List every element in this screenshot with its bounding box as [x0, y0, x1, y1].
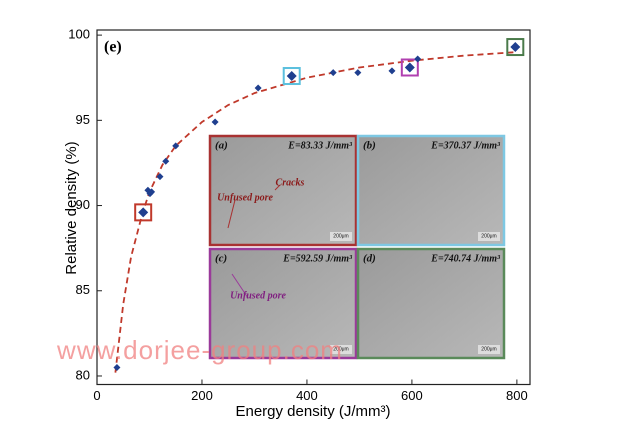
y-tick-label: 95: [76, 112, 90, 127]
x-axis-label: Energy density (J/mm³): [235, 403, 390, 420]
data-point: [388, 67, 396, 75]
inset-image: [208, 134, 358, 247]
data-point: [172, 142, 180, 150]
inset-annotation: Cracks: [276, 177, 305, 188]
x-tick-label: 0: [93, 388, 100, 403]
scale-bar-label: 200μm: [333, 233, 348, 239]
highlight-box: [134, 203, 153, 222]
x-tick-label: 600: [401, 388, 423, 403]
scale-bar-label: 200μm: [481, 233, 496, 239]
y-tick-label: 100: [68, 27, 90, 42]
data-point: [414, 55, 422, 63]
highlight-box: [282, 67, 301, 86]
x-tick-label: 400: [296, 388, 318, 403]
inset-energy: E=83.33 J/mm³: [287, 140, 353, 151]
inset-annotation: Unfused pore: [217, 192, 273, 203]
inset-energy: E=370.37 J/mm³: [430, 140, 501, 151]
panel-label: (e): [104, 39, 122, 56]
x-tick-label: 200: [191, 388, 213, 403]
annotation-arrow: [231, 273, 249, 299]
inset-label: (d): [363, 253, 376, 265]
inset-label: (b): [363, 140, 376, 152]
inset-energy: E=740.74 J/mm³: [430, 253, 501, 264]
plot-frame: [96, 29, 531, 386]
y-tick-label: 80: [76, 367, 90, 382]
data-point: [156, 173, 164, 181]
inset-annotation: Unfused pore: [230, 290, 286, 301]
scale-bar-bg: [478, 232, 500, 241]
scale-bar-bg: [330, 345, 352, 354]
data-point: [404, 62, 415, 73]
data-point: [286, 71, 297, 82]
inset-label: (a): [215, 140, 228, 152]
fit-line: [114, 51, 516, 373]
data-point: [354, 69, 362, 77]
data-point: [211, 118, 219, 126]
data-point: [113, 363, 121, 371]
scale-bar-bg: [478, 345, 500, 354]
data-point: [510, 42, 521, 53]
data-point: [329, 69, 337, 77]
y-axis-label: Relative density (%): [63, 141, 80, 274]
highlight-box: [400, 58, 419, 77]
x-tick-label: 800: [506, 388, 528, 403]
inset-image: [356, 247, 506, 360]
scale-bar-bg: [330, 232, 352, 241]
data-point: [138, 207, 149, 218]
scale-bar-label: 200μm: [481, 346, 496, 352]
inset-energy: E=592.59 J/mm³: [282, 253, 353, 264]
annotation-arrow: [227, 199, 236, 229]
annotation-arrow: [274, 184, 281, 191]
inset-image: [356, 134, 506, 247]
scale-bar-label: 200μm: [333, 346, 348, 352]
data-point: [148, 188, 156, 196]
data-point: [162, 157, 170, 165]
data-point: [254, 84, 262, 92]
inset-label: (c): [215, 253, 227, 265]
inset-image: [208, 247, 358, 360]
y-tick-label: 85: [76, 282, 90, 297]
highlight-box: [506, 38, 525, 57]
y-tick-label: 90: [76, 197, 90, 212]
watermark: www.dorjee-group.com: [56, 335, 343, 365]
